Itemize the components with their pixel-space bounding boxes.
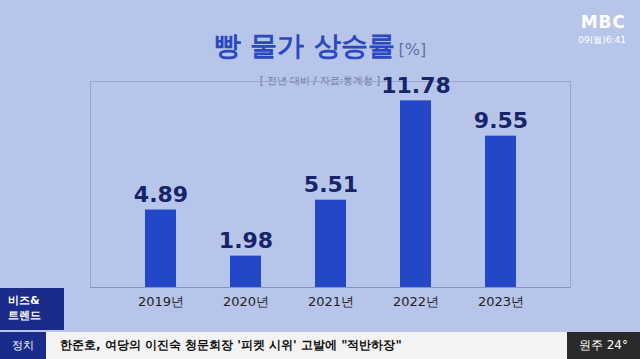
html-text:정치: 정치 <box>12 339 34 352</box>
html-text:원주 24°: 원주 24° <box>578 338 628 352</box>
svg-text:1.98: 1.98 <box>219 228 273 253</box>
html-text:09(월)6:41: 09(월)6:41 <box>578 35 626 45</box>
svg-text:4.89: 4.89 <box>134 182 188 207</box>
svg-text:5.51: 5.51 <box>304 172 358 197</box>
svg-text:11.78: 11.78 <box>381 73 451 98</box>
html-text:[ 전년 대비 / 자료:통계청 ]: [ 전년 대비 / 자료:통계청 ] <box>259 75 381 86</box>
html-text:MBC: MBC <box>580 12 626 32</box>
html-text:비즈&: 비즈& <box>8 294 40 307</box>
html-text:빵 물가 상승률[%]: 빵 물가 상승률[%] <box>213 30 427 61</box>
svg-text:2022년: 2022년 <box>393 294 439 309</box>
svg-text:2021년: 2021년 <box>308 294 354 309</box>
svg-text:2020년: 2020년 <box>223 294 269 309</box>
svg-text:2023년: 2023년 <box>478 294 524 309</box>
svg-text:9.55: 9.55 <box>474 108 528 133</box>
html-text:한준호, 여당의 이진숙 청문회장 '피켓 시위' 고발에: 한준호, 여당의 이진숙 청문회장 '피켓 시위' 고발에 "적반하장" <box>60 338 402 352</box>
svg-text:2019년: 2019년 <box>138 294 184 309</box>
html-text:트렌드: 트렌드 <box>8 309 41 322</box>
